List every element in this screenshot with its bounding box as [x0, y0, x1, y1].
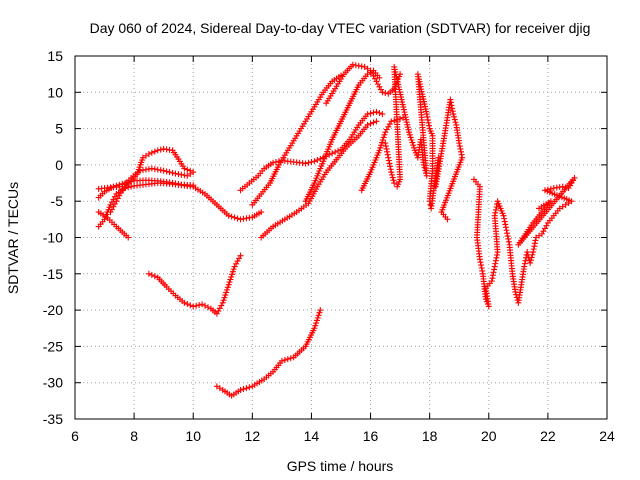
y-tick-label: 5 [55, 121, 63, 137]
y-tick-label: -20 [43, 302, 63, 318]
series-track-g [213, 307, 324, 399]
x-tick-label: 16 [363, 428, 379, 444]
series-track-f [145, 252, 244, 317]
x-tick-label: 14 [304, 428, 320, 444]
series-track-m [358, 114, 407, 194]
series-track-k [302, 67, 383, 205]
data-points [95, 61, 578, 399]
data-point-markers [145, 252, 244, 317]
x-tick-label: 24 [599, 428, 615, 444]
data-point-markers [382, 63, 466, 223]
x-tick-label: 20 [481, 428, 497, 444]
y-tick-label: -30 [43, 375, 63, 391]
series-track-l [323, 61, 404, 107]
y-tick-label: -15 [43, 266, 63, 282]
y-tick-label: -5 [51, 193, 64, 209]
y-tick-label: 15 [47, 48, 63, 64]
y-tick-label: 0 [55, 157, 63, 173]
series-scatter-n [382, 63, 466, 223]
y-axis-label: SDTVAR / TECUs [5, 182, 21, 294]
data-point-markers [323, 61, 404, 107]
y-tick-label: 10 [47, 84, 63, 100]
data-point-markers [302, 67, 383, 205]
series-track-j [258, 118, 380, 241]
y-tick-label: -10 [43, 230, 63, 246]
x-tick-label: 18 [422, 428, 438, 444]
chart-title: Day 060 of 2024, Sidereal Day-to-day VTE… [90, 20, 591, 36]
x-tick-label: 6 [71, 428, 79, 444]
x-tick-label: 8 [130, 428, 138, 444]
x-tick-label: 22 [540, 428, 556, 444]
data-point-markers [358, 114, 407, 194]
data-point-markers [258, 118, 380, 241]
data-point-markers [107, 145, 194, 216]
data-point-markers [95, 209, 132, 241]
y-tick-label: -25 [43, 338, 63, 354]
y-tick-label: -35 [43, 411, 63, 427]
data-point-markers [213, 307, 324, 399]
series-scatter-o [471, 174, 578, 310]
data-point-markers [249, 72, 344, 208]
series-track-i [249, 72, 344, 208]
x-tick-label: 12 [245, 428, 261, 444]
x-axis-label: GPS time / hours [287, 458, 394, 474]
data-point-markers [471, 174, 578, 310]
series-track-e [107, 145, 194, 216]
axis-ticks: 6 8 10 12 14 16 18 20 22 24 15 10 5 0 -5 -10 -15 -20 -25 -3… [43, 48, 615, 444]
series-track-d [95, 209, 132, 241]
x-tick-label: 10 [185, 428, 201, 444]
